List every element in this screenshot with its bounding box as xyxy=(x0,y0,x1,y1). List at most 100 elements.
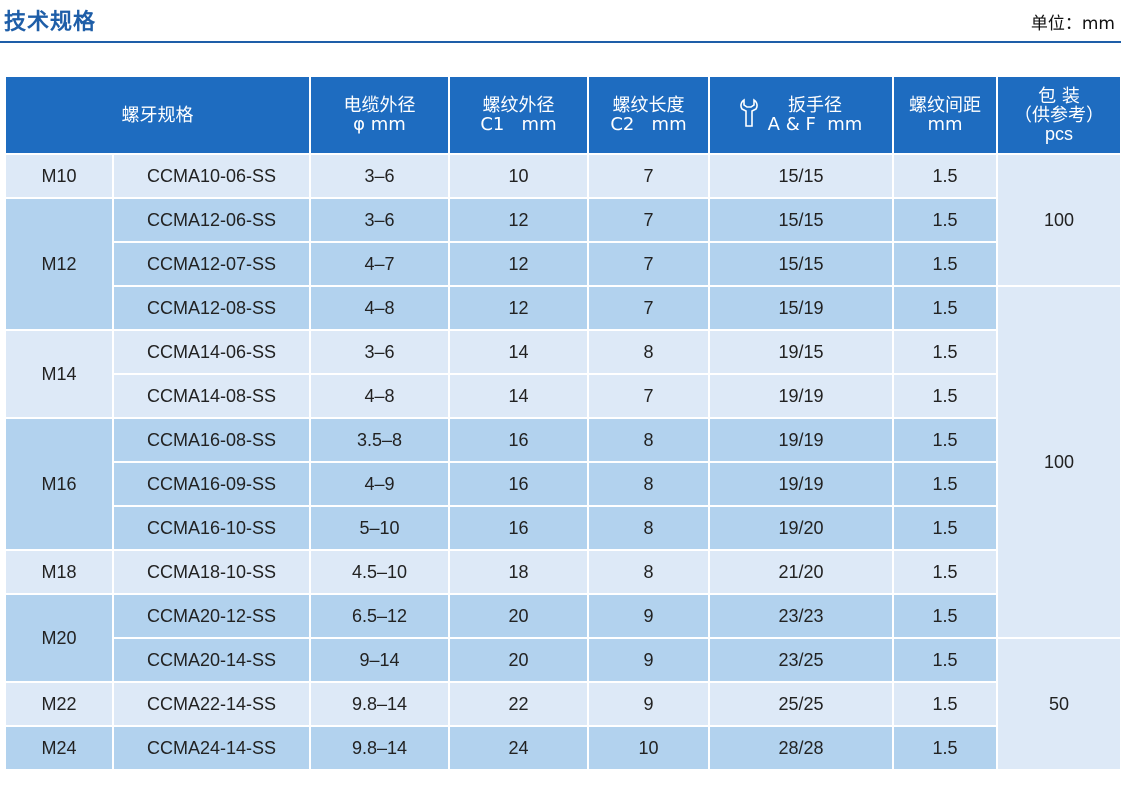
thread-od-cell: 16 xyxy=(448,505,589,551)
col-wrench-line2: A & F mm xyxy=(767,114,863,135)
col-packaging-line3: pcs xyxy=(1044,123,1073,144)
model-code-cell: CCMA12-08-SS xyxy=(112,285,311,331)
table-row: M10 CCMA10-06-SS 3–6 10 7 15/15 1.5 100 xyxy=(4,153,1121,287)
thread-pitch-cell: 1.5 xyxy=(892,681,998,727)
thread-od-cell: 22 xyxy=(448,681,589,727)
thread-od-cell: 16 xyxy=(448,461,589,507)
col-cable-diameter: 电缆外径 φ mm xyxy=(309,75,450,155)
cable-diameter-cell: 9–14 xyxy=(309,637,450,683)
col-packaging: 包 装 （供参考） pcs xyxy=(996,75,1121,155)
thread-length-cell: 7 xyxy=(587,285,710,331)
thread-length-cell: 10 xyxy=(587,725,710,771)
thread-pitch-cell: 1.5 xyxy=(892,461,998,507)
col-thread-pitch-line2: mm xyxy=(927,114,963,135)
wrench-size-cell: 21/20 xyxy=(708,549,894,595)
cable-diameter-cell: 4–8 xyxy=(309,285,450,331)
thread-pitch-cell: 1.5 xyxy=(892,417,998,463)
thread-length-cell: 9 xyxy=(587,681,710,727)
col-wrench-line1: 扳手径 xyxy=(787,95,842,116)
thread-length-cell: 7 xyxy=(587,153,710,199)
table-row: M16 CCMA16-08-SS 3.5–8 16 8 19/19 1.5 xyxy=(4,417,1121,551)
col-thread-od-line2: C1 mm xyxy=(480,114,557,135)
thread-pitch-cell: 1.5 xyxy=(892,505,998,551)
col-thread-length-line2: C2 mm xyxy=(610,114,687,135)
wrench-size-cell: 19/20 xyxy=(708,505,894,551)
thread-length-cell: 9 xyxy=(587,593,710,639)
col-spec-label: 螺牙规格 xyxy=(121,104,194,126)
col-spec: 螺牙规格 xyxy=(4,75,311,155)
table-row: M22 CCMA22-14-SS 9.8–14 22 9 25/25 1.5 xyxy=(4,681,1121,727)
cable-diameter-cell: 4–9 xyxy=(309,461,450,507)
col-thread-length-line1: 螺纹长度 xyxy=(612,95,685,116)
col-thread-pitch-line1: 螺纹间距 xyxy=(909,95,981,116)
thread-od-cell: 12 xyxy=(448,241,589,287)
wrench-icon xyxy=(739,98,758,132)
cable-diameter-cell: 4.5–10 xyxy=(309,549,450,595)
table-row: CCMA16-09-SS 4–9 16 8 19/19 1.5 xyxy=(5,461,1121,507)
model-code-cell: CCMA12-07-SS xyxy=(112,241,311,287)
col-thread-od: 螺纹外径 C1 mm xyxy=(448,75,589,155)
wrench-size-cell: 25/25 xyxy=(708,681,894,727)
thread-length-cell: 7 xyxy=(587,373,710,419)
wrench-size-cell: 23/25 xyxy=(708,637,894,683)
col-cable-line2: φ mm xyxy=(353,114,406,135)
spec-table: 螺牙规格 电缆外径 φ mm 螺纹外径 C1 mm 螺纹长度 C2 mm xyxy=(4,75,1121,771)
thread-length-cell: 7 xyxy=(587,197,710,243)
thread-size-cell: M24 xyxy=(4,725,114,771)
wrench-size-cell: 19/19 xyxy=(708,461,894,507)
thread-pitch-cell: 1.5 xyxy=(892,373,998,419)
unit-label: 单位：mm xyxy=(1030,14,1115,34)
model-code-cell: CCMA24-14-SS xyxy=(112,725,311,771)
col-cable-line1: 电缆外径 xyxy=(343,95,416,116)
thread-od-cell: 16 xyxy=(448,417,589,463)
model-code-cell: CCMA20-12-SS xyxy=(112,593,311,639)
thread-size-cell: M10 xyxy=(4,153,114,199)
table-row: CCMA14-08-SS 4–8 14 7 19/19 1.5 xyxy=(5,373,1121,419)
wrench-size-cell: 15/15 xyxy=(708,241,894,287)
wrench-size-cell: 19/19 xyxy=(708,373,894,419)
thread-length-cell: 8 xyxy=(587,417,710,463)
thread-od-cell: 24 xyxy=(448,725,589,771)
wrench-size-cell: 19/19 xyxy=(708,417,894,463)
model-code-cell: CCMA16-10-SS xyxy=(112,505,311,551)
thread-length-cell: 8 xyxy=(587,329,710,375)
model-code-cell: CCMA12-06-SS xyxy=(112,197,311,243)
model-code-cell: CCMA16-09-SS xyxy=(112,461,311,507)
thread-size-cell: M22 xyxy=(4,681,114,727)
table-row: M12 CCMA12-06-SS 3–6 12 7 15/15 1.5 xyxy=(4,197,1121,331)
cable-diameter-cell: 3–6 xyxy=(309,329,450,375)
model-code-cell: CCMA14-08-SS xyxy=(112,373,311,419)
thread-pitch-cell: 1.5 xyxy=(892,549,998,595)
thread-size-cell: M16 xyxy=(4,417,114,551)
col-packaging-line1: 包 装 xyxy=(1038,85,1080,107)
wrench-size-cell: 15/19 xyxy=(708,285,894,331)
cable-diameter-cell: 9.8–14 xyxy=(309,681,450,727)
thread-od-cell: 18 xyxy=(448,549,589,595)
thread-size-cell: M20 xyxy=(4,593,114,683)
wrench-size-cell: 15/15 xyxy=(708,153,894,199)
table-row: M20 CCMA20-12-SS 6.5–12 20 9 23/23 1.5 xyxy=(4,593,1121,683)
table-row: CCMA12-08-SS 4–8 12 7 15/19 1.5 100 xyxy=(5,285,1121,639)
table-row: M14 CCMA14-06-SS 3–6 14 8 19/15 1.5 xyxy=(4,329,1121,419)
model-code-cell: CCMA20-14-SS xyxy=(112,637,311,683)
cable-diameter-cell: 3.5–8 xyxy=(309,417,450,463)
thread-size-cell: M18 xyxy=(4,549,114,595)
model-code-cell: CCMA16-08-SS xyxy=(112,417,311,463)
wrench-size-cell: 23/23 xyxy=(708,593,894,639)
cable-diameter-cell: 9.8–14 xyxy=(309,725,450,771)
thread-size-cell: M14 xyxy=(4,329,114,419)
thread-pitch-cell: 1.5 xyxy=(892,329,998,375)
wrench-size-cell: 28/28 xyxy=(708,725,894,771)
wrench-size-cell: 19/15 xyxy=(708,329,894,375)
model-code-cell: CCMA10-06-SS xyxy=(112,153,311,199)
col-thread-length: 螺纹长度 C2 mm xyxy=(587,75,710,155)
thread-pitch-cell: 1.5 xyxy=(892,593,998,639)
model-code-cell: CCMA14-06-SS xyxy=(112,329,311,375)
thread-od-cell: 14 xyxy=(448,373,589,419)
thread-od-cell: 20 xyxy=(448,593,589,639)
thread-pitch-cell: 1.5 xyxy=(892,725,998,771)
header-row: 螺牙规格 电缆外径 φ mm 螺纹外径 C1 mm 螺纹长度 C2 mm xyxy=(4,75,1121,155)
col-thread-pitch: 螺纹间距 mm xyxy=(892,75,998,155)
cable-diameter-cell: 5–10 xyxy=(309,505,450,551)
title-divider xyxy=(0,41,1121,43)
